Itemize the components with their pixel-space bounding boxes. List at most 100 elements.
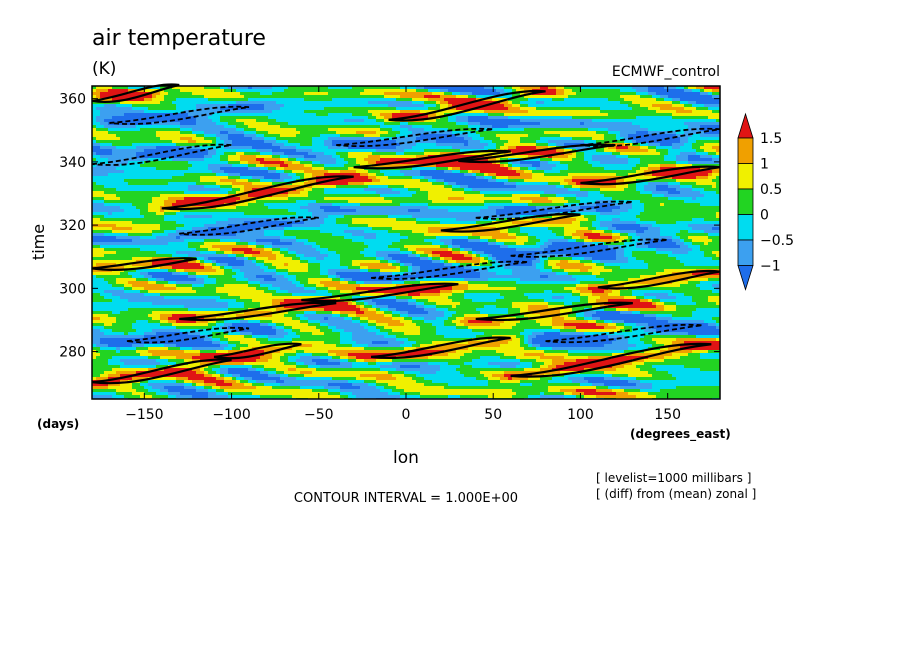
heatmap-cell — [612, 86, 617, 90]
heatmap-cell — [296, 128, 301, 132]
heatmap-cell — [300, 89, 305, 93]
heatmap-cell — [356, 110, 361, 114]
heatmap-cell — [404, 137, 409, 141]
heatmap-cell — [100, 143, 105, 147]
heatmap-cell — [284, 158, 289, 162]
heatmap-cell — [456, 137, 461, 141]
heatmap-cell — [180, 95, 185, 99]
heatmap-cell — [696, 101, 701, 105]
heatmap-cell — [200, 98, 205, 102]
heatmap-cell — [504, 125, 509, 129]
heatmap-cell — [384, 134, 389, 138]
heatmap-cell — [260, 143, 265, 147]
heatmap-cell — [652, 119, 657, 123]
heatmap-cell — [176, 131, 181, 135]
heatmap-cell — [268, 122, 273, 126]
heatmap-cell — [152, 86, 157, 90]
heatmap-cell — [188, 164, 193, 168]
heatmap-cell — [484, 140, 489, 144]
heatmap-cell — [104, 86, 109, 90]
heatmap-cell — [672, 161, 677, 165]
heatmap-cell — [276, 119, 281, 123]
heatmap-cell — [332, 137, 337, 141]
heatmap-cell — [308, 86, 313, 90]
heatmap-cell — [308, 104, 313, 108]
heatmap-cell — [472, 119, 477, 123]
heatmap-cell — [600, 116, 605, 120]
heatmap-cell — [356, 104, 361, 108]
heatmap-cell — [584, 119, 589, 123]
heatmap-cell — [600, 113, 605, 117]
heatmap-cell — [700, 158, 705, 162]
heatmap-cell — [316, 101, 321, 105]
heatmap-cell — [516, 140, 521, 144]
heatmap-cell — [664, 170, 669, 174]
heatmap-cell — [588, 92, 593, 96]
heatmap-cell — [92, 92, 97, 96]
heatmap-cell — [168, 164, 173, 168]
heatmap-cell — [228, 92, 233, 96]
heatmap-cell — [624, 137, 629, 141]
heatmap-cell — [688, 119, 693, 123]
heatmap-cell — [228, 158, 233, 162]
heatmap-cell — [496, 110, 501, 114]
heatmap-cell — [108, 179, 113, 183]
heatmap-cell — [600, 95, 605, 99]
heatmap-cell — [664, 116, 669, 120]
heatmap-cell — [592, 92, 597, 96]
heatmap-cell — [424, 92, 429, 96]
heatmap-cell — [716, 86, 721, 90]
heatmap-cell — [652, 101, 657, 105]
heatmap-cell — [160, 125, 165, 129]
heatmap-cell — [564, 122, 569, 126]
heatmap-cell — [324, 101, 329, 105]
heatmap-cell — [356, 116, 361, 120]
heatmap-cell — [332, 104, 337, 108]
heatmap-cell — [708, 137, 713, 141]
heatmap-cell — [536, 95, 541, 99]
heatmap-cell — [144, 173, 149, 177]
heatmap-cell — [628, 89, 633, 93]
heatmap-cell — [588, 101, 593, 105]
heatmap-cell — [168, 89, 173, 93]
heatmap-cell — [528, 107, 533, 111]
heatmap-cell — [156, 86, 161, 90]
heatmap-cell — [588, 116, 593, 120]
heatmap-cell — [324, 149, 329, 153]
heatmap-cell — [224, 143, 229, 147]
heatmap-cell — [96, 155, 101, 159]
heatmap-cell — [352, 140, 357, 144]
heatmap-cell — [280, 116, 285, 120]
heatmap-cell — [712, 89, 717, 93]
heatmap-cell — [128, 131, 133, 135]
heatmap-cell — [452, 176, 457, 180]
heatmap-cell — [672, 116, 677, 120]
heatmap-cell — [132, 170, 137, 174]
heatmap-cell — [680, 119, 685, 123]
heatmap-cell — [288, 176, 293, 180]
heatmap-cell — [320, 149, 325, 153]
heatmap-cell — [188, 122, 193, 126]
heatmap-cell — [140, 101, 145, 105]
heatmap-cell — [172, 104, 177, 108]
heatmap-cell — [424, 98, 429, 102]
heatmap-cell — [180, 176, 185, 180]
heatmap-cell — [612, 131, 617, 135]
heatmap-cell — [296, 92, 301, 96]
heatmap-cell — [344, 164, 349, 168]
heatmap-cell — [496, 89, 501, 93]
heatmap-cell — [556, 161, 561, 165]
heatmap-cell — [520, 149, 525, 153]
heatmap-cell — [480, 119, 485, 123]
heatmap-cell — [716, 122, 721, 126]
heatmap-cell — [280, 137, 285, 141]
heatmap-cell — [256, 164, 261, 168]
heatmap-cell — [284, 161, 289, 165]
heatmap-cell — [608, 164, 613, 168]
heatmap-cell — [260, 98, 265, 102]
heatmap-cell — [632, 161, 637, 165]
heatmap-cell — [168, 179, 173, 183]
heatmap-cell — [220, 95, 225, 99]
heatmap-cell — [264, 176, 269, 180]
heatmap-cell — [184, 122, 189, 126]
